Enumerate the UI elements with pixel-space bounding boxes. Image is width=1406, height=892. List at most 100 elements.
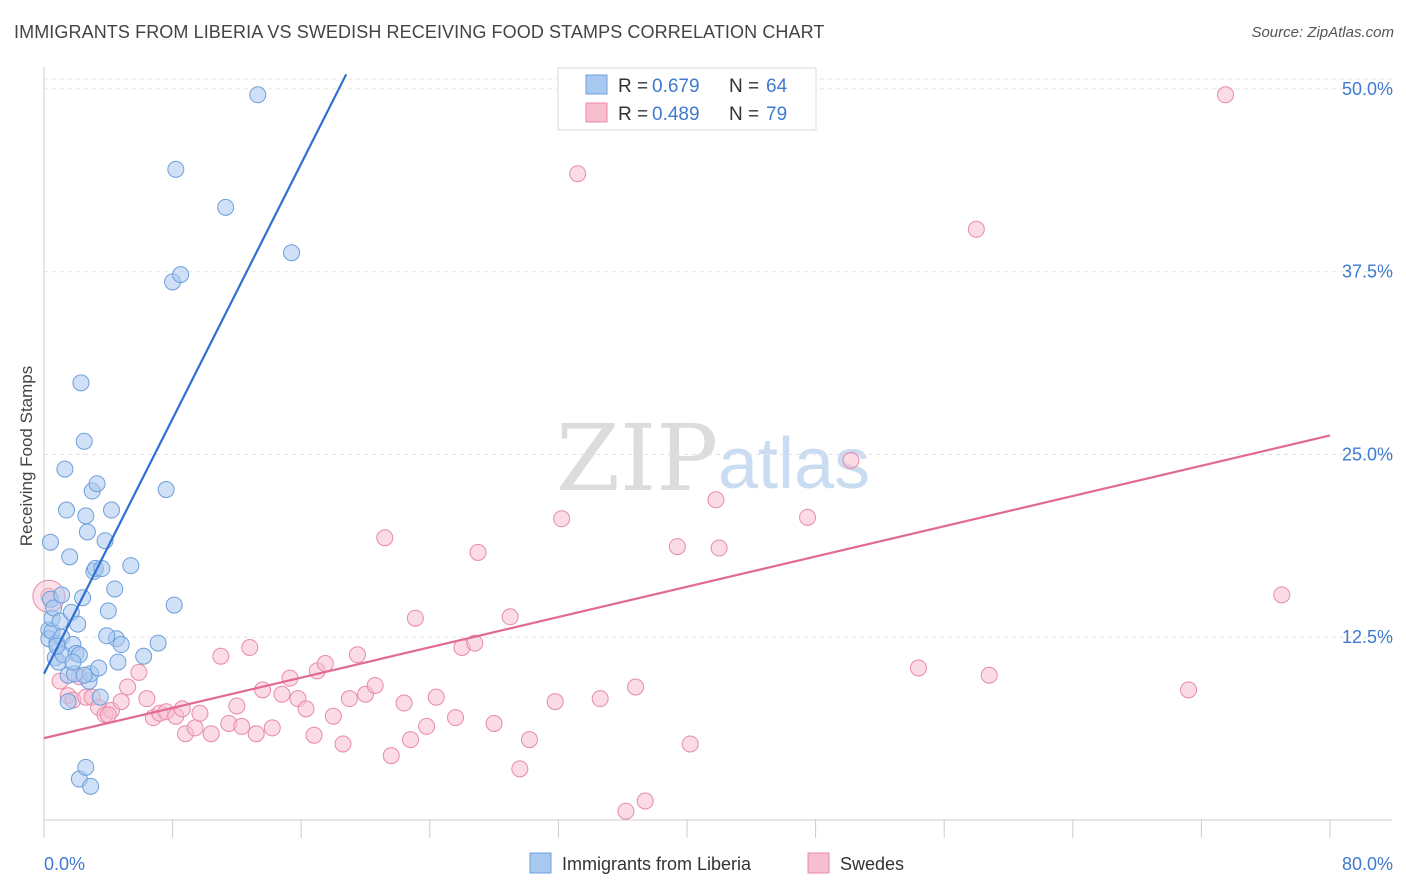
swedes-point xyxy=(668,538,686,556)
liberia-point xyxy=(99,602,117,620)
x-tick-label: 0.0% xyxy=(44,854,85,874)
swedes-point xyxy=(980,666,998,684)
liberia-point xyxy=(72,374,90,392)
tick-labels: 12.5% 25.0% 37.5% 50.0% 0.0% 80.0% xyxy=(44,79,1393,874)
swedes-point xyxy=(967,220,985,238)
liberia-point xyxy=(59,693,77,711)
liberia-point xyxy=(56,460,74,478)
swedes-point xyxy=(591,690,609,708)
swedes-point xyxy=(324,707,342,725)
swedes-point xyxy=(228,697,246,715)
swedes-point xyxy=(511,760,529,778)
liberia-point xyxy=(109,653,127,671)
y-tick-label: 37.5% xyxy=(1342,262,1393,282)
swedes-point xyxy=(406,609,424,627)
swedes-point xyxy=(191,704,209,722)
swedes-point xyxy=(447,709,465,727)
y-axis-label: Receiving Food Stamps xyxy=(17,366,36,546)
swedes-point xyxy=(617,802,635,820)
swedes-point xyxy=(485,714,503,732)
swedes-point xyxy=(402,731,420,749)
legend-label-liberia: Immigrants from Liberia xyxy=(562,854,752,874)
legend-n-label: N = xyxy=(729,76,759,97)
liberia-point xyxy=(167,160,185,178)
swedes-point xyxy=(382,747,400,765)
swedes-point xyxy=(553,510,571,528)
swedes-point xyxy=(636,792,654,810)
swedes-point xyxy=(233,717,251,735)
swedes-point xyxy=(395,694,413,712)
swedes-point xyxy=(99,706,117,724)
swedes-point xyxy=(112,693,130,711)
swedes-point xyxy=(202,725,220,743)
swedes-point xyxy=(212,647,230,665)
swedes-point xyxy=(316,655,334,673)
y-tick-label: 25.0% xyxy=(1342,444,1393,464)
liberia-point xyxy=(75,666,93,684)
y-tick-label: 50.0% xyxy=(1342,79,1393,99)
liberia-point xyxy=(217,198,235,216)
swedes-point xyxy=(119,678,137,696)
swedes-point xyxy=(427,688,445,706)
swedes-point xyxy=(627,678,645,696)
liberia-trendline xyxy=(43,73,348,675)
liberia-point xyxy=(77,758,95,776)
liberia-point xyxy=(157,481,175,499)
trendlines xyxy=(43,73,1331,740)
swedes-point xyxy=(799,508,817,526)
swedes-points xyxy=(32,86,1291,820)
swedes-point xyxy=(418,717,436,735)
watermark-zip: ZIP xyxy=(556,405,718,512)
legend-r-value: 0.489 xyxy=(652,104,700,125)
liberia-point xyxy=(82,777,100,795)
legend-swatch-swedes xyxy=(807,852,830,874)
swedes-trendline xyxy=(43,434,1331,740)
swedes-point xyxy=(247,725,265,743)
swedes-point xyxy=(138,690,156,708)
liberia-point xyxy=(75,432,93,450)
swedes-point xyxy=(1273,586,1291,604)
liberia-point xyxy=(98,627,116,645)
legend-r-label: R = xyxy=(618,76,648,97)
legend-label-swedes: Swedes xyxy=(840,854,904,874)
liberia-point xyxy=(249,86,267,104)
liberia-point xyxy=(90,659,108,677)
liberia-point xyxy=(135,647,153,665)
swedes-point xyxy=(842,451,860,469)
liberia-point xyxy=(61,548,79,566)
liberia-point xyxy=(41,533,59,551)
source-label: Source: ZipAtlas.com xyxy=(1251,24,1394,41)
x-tick-label: 80.0% xyxy=(1342,854,1393,874)
liberia-point xyxy=(88,475,106,493)
legend-r-value: 0.679 xyxy=(652,76,700,97)
correlation-legend: R = 0.679 N = 64 R = 0.489 N = 79 xyxy=(557,67,817,131)
swedes-point xyxy=(348,646,366,664)
legend-swatch-swedes xyxy=(585,102,608,123)
swedes-point xyxy=(1180,681,1198,699)
liberia-point xyxy=(78,523,96,541)
swedes-point xyxy=(305,726,323,744)
swedes-point xyxy=(569,165,587,183)
liberia-point xyxy=(103,501,121,519)
liberia-point xyxy=(77,507,95,525)
swedes-point xyxy=(263,719,281,737)
legend-n-value: 64 xyxy=(766,76,788,97)
swedes-point xyxy=(186,719,204,737)
swedes-point xyxy=(707,491,725,509)
swedes-point xyxy=(273,685,291,703)
liberia-point xyxy=(64,653,82,671)
swedes-point xyxy=(466,634,484,652)
legend-n-label: N = xyxy=(729,104,759,125)
swedes-point xyxy=(334,735,352,753)
liberia-point xyxy=(91,688,109,706)
legend-swatch-liberia xyxy=(529,852,552,874)
swedes-point xyxy=(1217,86,1235,104)
y-tick-label: 12.5% xyxy=(1342,627,1393,647)
swedes-point xyxy=(710,539,728,557)
swedes-point xyxy=(340,690,358,708)
liberia-point xyxy=(172,266,190,284)
swedes-point xyxy=(469,543,487,561)
swedes-point xyxy=(297,700,315,718)
liberia-point xyxy=(58,501,76,519)
